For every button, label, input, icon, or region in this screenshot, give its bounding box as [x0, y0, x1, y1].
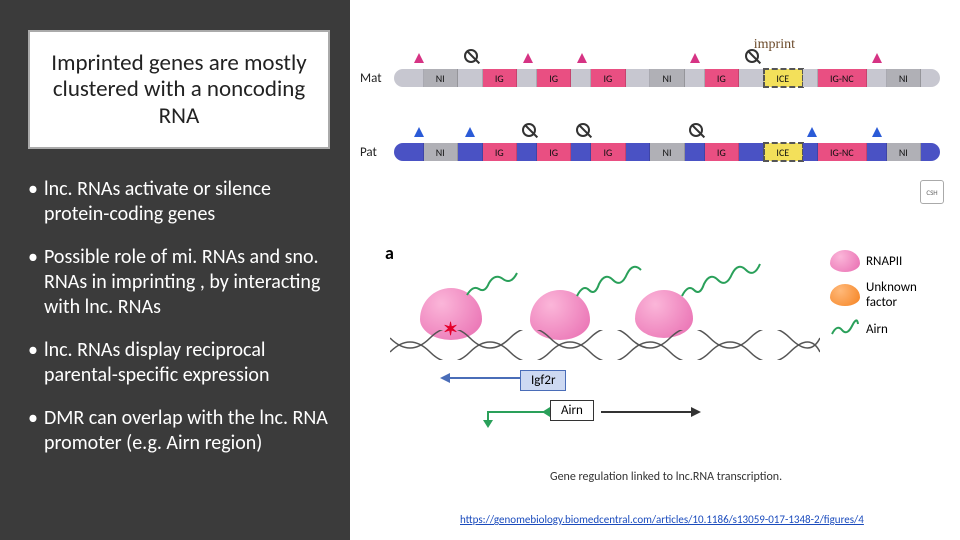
- igf2r-arrow-icon: [440, 368, 522, 388]
- airn-rna-icon: [830, 318, 860, 340]
- dna-helix-icon: [390, 330, 820, 360]
- chrom-segment: [685, 143, 705, 161]
- chrom-segment: [685, 69, 705, 87]
- prohibit-icon: [689, 123, 703, 137]
- promoter-arrow-icon: [414, 53, 424, 63]
- legend-row: Unknown factor: [830, 280, 950, 310]
- source-url: https://genomebiology.biomedcentral.com/…: [460, 513, 940, 526]
- promoter-arrow-icon: [414, 127, 424, 137]
- chrom-segment: [571, 143, 591, 161]
- chrom-segment: IG: [537, 69, 571, 87]
- chrom-segment: ICEimprint: [764, 69, 803, 87]
- mat-label: Mat: [360, 71, 394, 86]
- figure-area: Mat NIIGIGIGNIIGICEimprintIG-NCNI Pat NI…: [350, 0, 960, 540]
- legend-row: Airn: [830, 318, 950, 340]
- chrom-segment: IG: [591, 143, 625, 161]
- promoter-arrow-icon: [690, 53, 700, 63]
- airn-arrow-icon: [480, 402, 552, 430]
- legend-label: RNAPII: [866, 254, 902, 269]
- bullet-item: lnc. RNAs display reciprocal parental-sp…: [28, 338, 330, 388]
- csh-logo-icon: CSH: [920, 180, 944, 204]
- legend: RNAPII Unknown factor Airn: [830, 250, 950, 348]
- chrom-segment: NI: [424, 69, 458, 87]
- chrom-segment: NI: [650, 69, 684, 87]
- paternal-row: Pat NI IG IG IG NI IG ICE IG-NC NI: [360, 134, 940, 170]
- promoter-arrow-icon: [577, 53, 587, 63]
- chrom-segment: [394, 143, 424, 161]
- chrom-segment: IG: [705, 143, 739, 161]
- chrom-segment: [458, 69, 483, 87]
- chrom-segment: [921, 69, 940, 87]
- chrom-segment: [517, 143, 537, 161]
- chrom-segment: IG: [483, 143, 517, 161]
- legend-label: Unknown factor: [866, 280, 950, 310]
- figure-caption: Gene regulation linked to lnc.RNA transc…: [550, 470, 782, 484]
- airn-arrow-right-icon: [601, 402, 701, 420]
- sidebar: Imprinted genes are mostly clustered wit…: [0, 0, 350, 540]
- prohibit-icon: [522, 123, 536, 137]
- rna-squiggle-icon: [465, 260, 535, 300]
- chrom-segment: NI: [887, 69, 921, 87]
- chrom-segment: [517, 69, 537, 87]
- chrom-segment: [571, 69, 591, 87]
- chrom-segment: [803, 69, 818, 87]
- chrom-segment: [739, 143, 764, 161]
- chromosome-diagram: Mat NI IG IG IG NI IG ICEimprint IG-NC NI Pat NI…: [360, 60, 940, 208]
- chrom-segment: [626, 69, 651, 87]
- chrom-segment: NI: [887, 143, 921, 161]
- imprint-label: imprint: [754, 37, 795, 53]
- chrom-segment: [739, 69, 764, 87]
- bullet-item: DMR can overlap with the lnc. RNA promot…: [28, 406, 330, 456]
- chrom-segment: [867, 143, 887, 161]
- unknown-factor-icon: [830, 284, 860, 306]
- chrom-segment: [458, 143, 483, 161]
- maternal-row: Mat NI IG IG IG NI IG ICEimprint IG-NC NI: [360, 60, 940, 96]
- slide-title: Imprinted genes are mostly clustered wit…: [28, 30, 330, 149]
- chrom-segment: IG: [591, 69, 625, 87]
- chrom-segment: IG: [483, 69, 517, 87]
- chrom-segment: NI: [424, 143, 458, 161]
- promoter-arrow-icon: [872, 127, 882, 137]
- rna-squiggle-icon: [575, 258, 665, 302]
- panel-a-label: a: [385, 242, 394, 264]
- promoter-arrow-icon: [807, 127, 817, 137]
- chrom-segment: IG-NC: [818, 143, 867, 161]
- maternal-chromosome: NI IG IG IG NI IG ICEimprint IG-NC NI: [394, 69, 940, 87]
- airn-box: Airn: [550, 400, 594, 421]
- chrom-segment: [867, 69, 887, 87]
- promoter-arrow-icon: [523, 53, 533, 63]
- legend-row: RNAPII: [830, 250, 950, 272]
- chrom-segment: IG-NC: [818, 69, 867, 87]
- chrom-segment: IG: [537, 143, 571, 161]
- igf2r-box: Igf2r: [520, 370, 566, 391]
- chrom-segment: NI: [650, 143, 684, 161]
- bullet-list: lnc. RNAs activate or silence protein-co…: [28, 177, 330, 474]
- chrom-segment: [626, 143, 651, 161]
- chrom-segment: [803, 143, 818, 161]
- rnapii-icon: [830, 250, 860, 272]
- legend-label: Airn: [866, 322, 888, 337]
- prohibit-icon: [464, 49, 478, 63]
- chrom-segment: [921, 143, 940, 161]
- paternal-chromosome: NI IG IG IG NI IG ICE IG-NC NI: [394, 143, 940, 161]
- chrom-segment: IG: [705, 69, 739, 87]
- chrom-segment: ICE: [764, 143, 803, 161]
- chrom-segment: [394, 69, 424, 87]
- promoter-arrow-icon: [872, 53, 882, 63]
- bullet-item: Possible role of mi. RNAs and sno. RNAs …: [28, 245, 330, 320]
- rna-squiggle-icon: [680, 254, 790, 302]
- bullet-item: lnc. RNAs activate or silence protein-co…: [28, 177, 330, 227]
- promoter-arrow-icon: [465, 127, 475, 137]
- pat-label: Pat: [360, 145, 394, 160]
- prohibit-icon: [576, 123, 590, 137]
